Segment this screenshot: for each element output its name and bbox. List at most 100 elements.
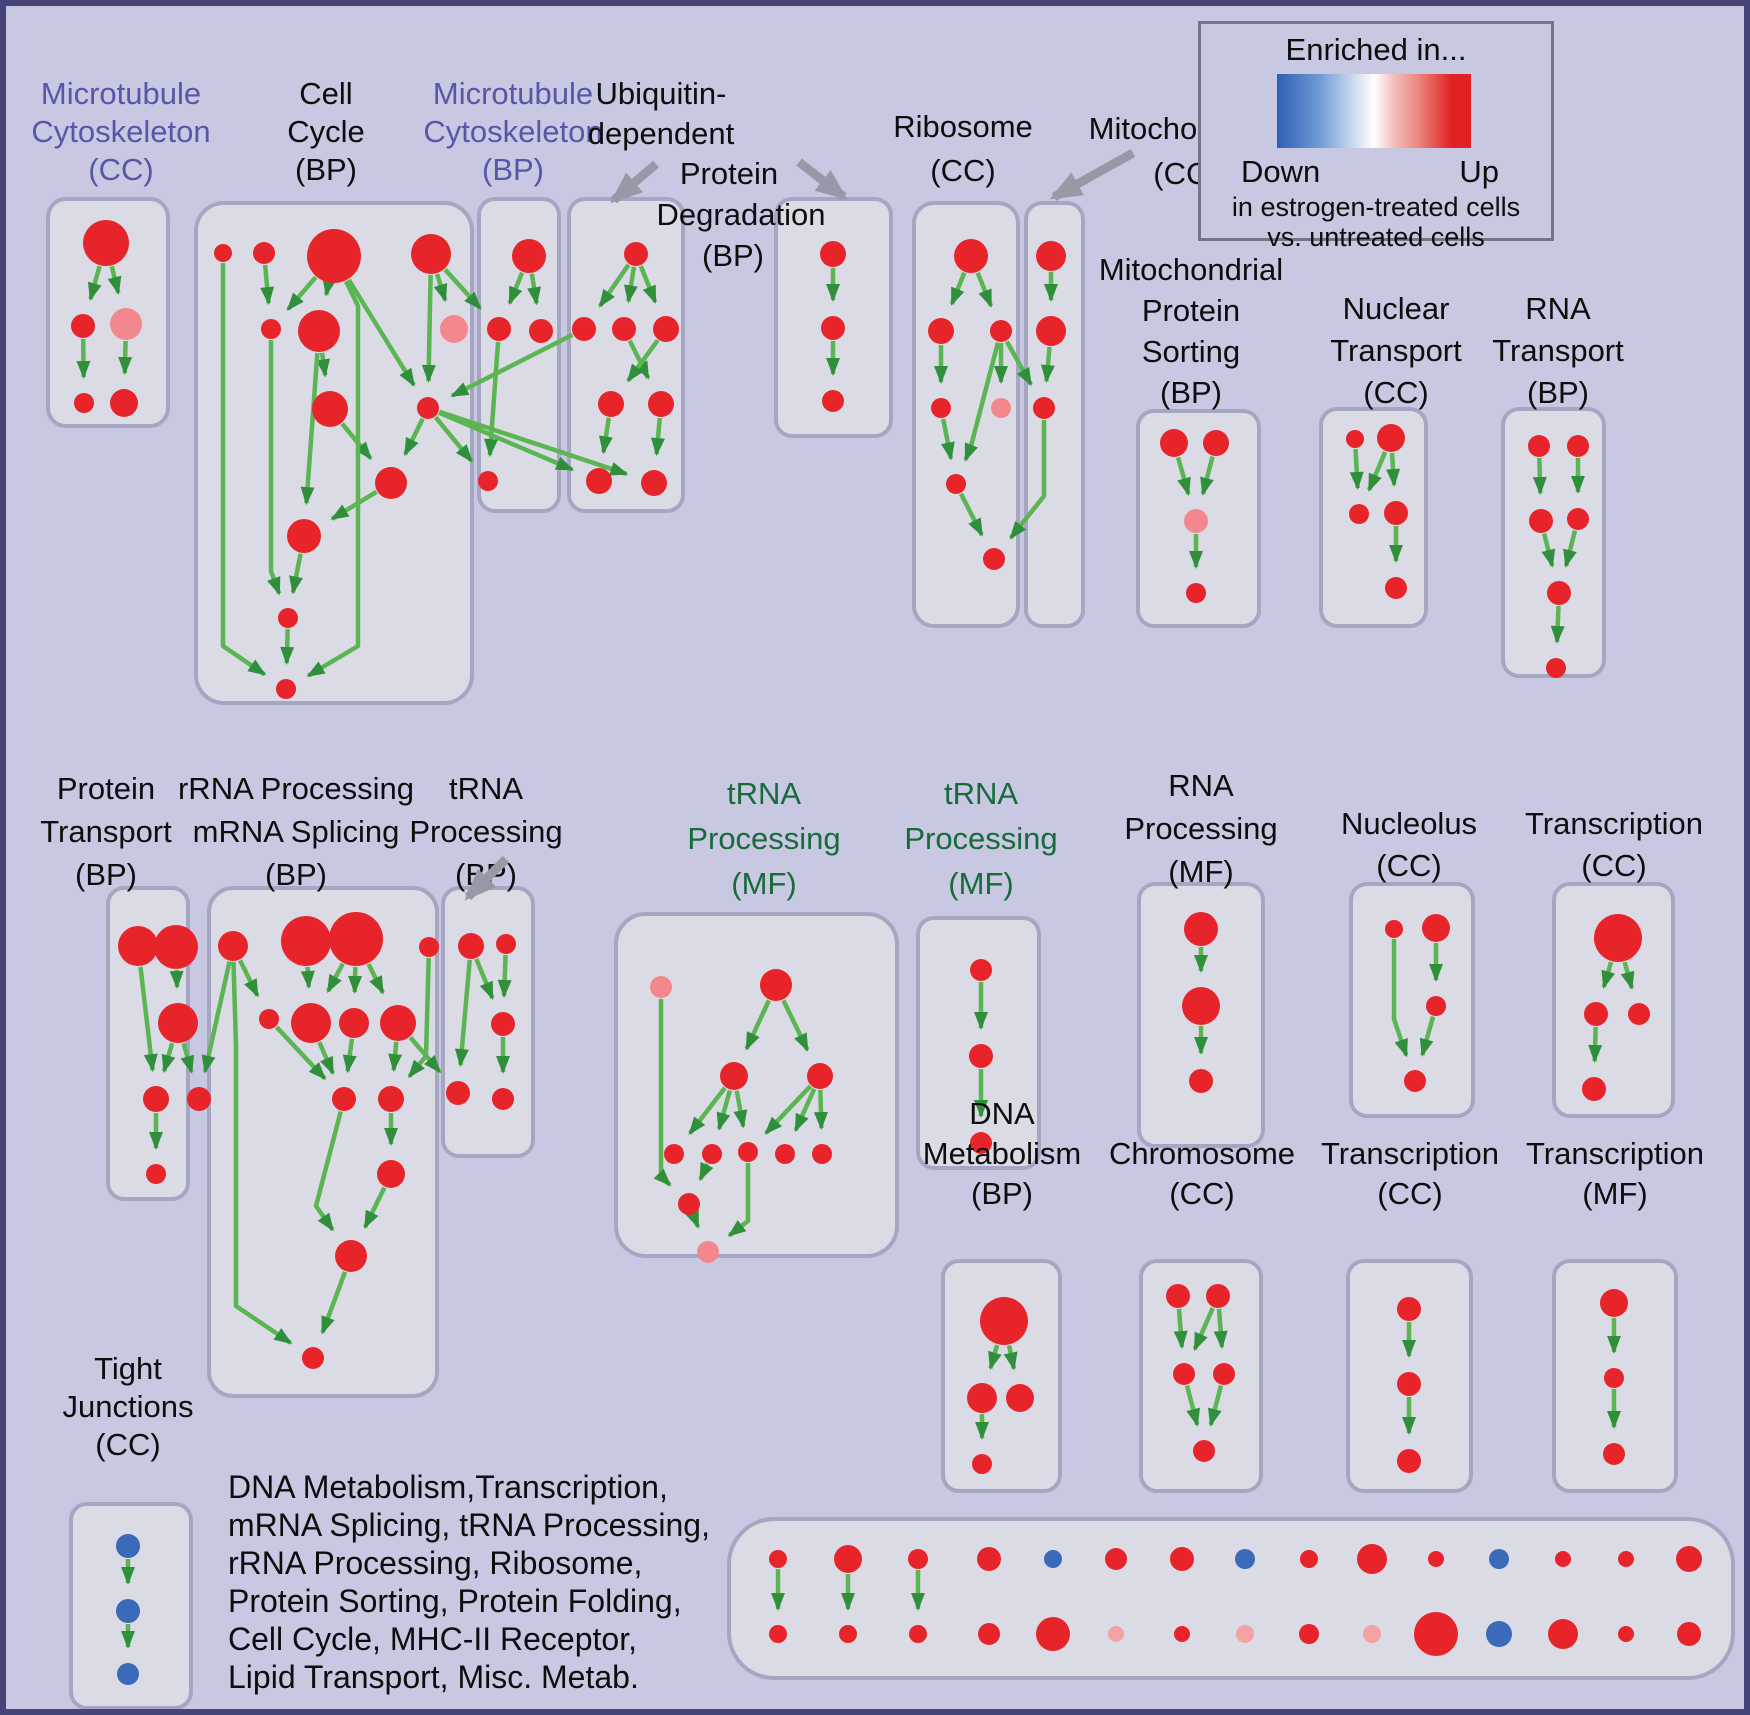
go-term-node-mt-cc-b [71, 314, 95, 338]
edge-ribosome-cc-big-ml [949, 271, 967, 306]
edge-cell-cycle-n3-n9 [346, 278, 416, 387]
cluster-box-nucleolus-cc [1349, 882, 1475, 1118]
go-term-node-rna-trans-bp-c [1547, 581, 1571, 605]
go-term-node-ubi-bp-r2b [612, 317, 636, 341]
go-term-node-ribosome-cc-ml [928, 318, 954, 344]
cluster-box-dna-met-bp [941, 1259, 1062, 1493]
go-term-node-prot-trans-bp-bl [143, 1086, 169, 1112]
edge-prot-trans-bp-tl-bl [138, 966, 158, 1073]
cluster-label-tight-junc-cc-line-2: (CC) [95, 1427, 160, 1462]
go-term-node-mito-cc-b [1036, 316, 1066, 346]
go-term-node-cell-cycle-n12 [278, 608, 298, 628]
cluster-label-ribosome-cc-line-1: (CC) [930, 153, 995, 188]
cluster-label-cell-cycle-line-0: Cell [299, 76, 352, 111]
go-term-node-nuc-trans-cc-tr [1377, 424, 1405, 452]
edge-rrna-bp-big-bt [320, 1271, 348, 1335]
go-term-node-rrna-bp-bt [302, 1347, 324, 1369]
edge-rna-trans-bp-c-b [1550, 605, 1565, 645]
cluster-box-trna-mf-1 [614, 912, 899, 1258]
go-term-node-trna-mf-1-pk [650, 976, 672, 998]
edge-rrna-bp-m2-b1 [317, 1041, 335, 1076]
go-term-node-trna-mf-1-b5 [812, 1144, 832, 1164]
edge-prot-trans-bp-m-bl [161, 1042, 176, 1074]
go-term-node-misc-t0 [769, 1550, 787, 1568]
edge-trna-mf-1-mr-b3 [764, 1084, 813, 1135]
go-term-node-trna-bp-t2 [496, 934, 516, 954]
go-term-node-mt-cc-c [110, 308, 142, 340]
go-term-node-misc-b12 [1548, 1619, 1578, 1649]
go-term-node-ubi2-bp-c [822, 390, 844, 412]
cluster-box-trans-cc-mid [1552, 882, 1675, 1118]
cluster-label-tight-junc-cc-line-1: Junctions [63, 1389, 194, 1424]
go-term-node-rna-proc-mf-c [1189, 1069, 1213, 1093]
cluster-label-mt-cc-line-2: (CC) [88, 152, 153, 187]
edge-rna-trans-bp-ml-c [1541, 533, 1556, 568]
go-term-node-cell-cycle-n10 [375, 467, 407, 499]
go-term-node-misc-t12 [1555, 1551, 1571, 1567]
cluster-label-mt-bp-line-0: Microtubule [433, 76, 593, 111]
go-term-node-trna-mf-1-ml [720, 1062, 748, 1090]
cluster-box-mito-cc [1024, 201, 1085, 628]
cluster-label-rna-trans-bp-line-0: RNA [1525, 291, 1591, 326]
go-term-node-trna-bp-br [492, 1088, 514, 1110]
ubiquitin-left-pointer-icon [610, 160, 659, 204]
edge-cross-rrna-bp-tl-prot-trans-bp-x [201, 961, 232, 1074]
go-term-node-mito-sort-bp-tl [1160, 429, 1188, 457]
go-term-node-mt-cc-a [83, 220, 129, 266]
edge-mito-cc-b-c [1040, 346, 1055, 384]
go-term-node-cell-cycle-n8 [312, 391, 348, 427]
edge-rrna-bp-t3-m3 [348, 966, 363, 995]
go-term-node-trans-cc-mid-ml [1584, 1002, 1608, 1026]
cluster-label-tight-junc-cc-line-0: Tight [94, 1351, 162, 1386]
edge-trna-mf-1-x-pkb [685, 1209, 701, 1229]
edge-trans-cc-mid-big-mr [1620, 961, 1635, 990]
cluster-label-mito-sort-bp-line-2: Sorting [1142, 334, 1240, 369]
go-term-node-mito-sort-bp-tr [1203, 430, 1229, 456]
edge-mito-sort-bp-tl-pk [1175, 456, 1191, 496]
go-term-node-trna-bp-t1 [458, 933, 484, 959]
legend-box: Enriched in... Down Up in estrogen-treat… [1198, 21, 1554, 252]
edge-trna-bp-t1-m [474, 958, 495, 1000]
cluster-label-chromosome-cc-line-0: Chromosome [1109, 1136, 1295, 1171]
cluster-label-nucleolus-cc-line-1: (CC) [1376, 848, 1441, 883]
go-term-node-trna-mf-1-b3 [738, 1142, 758, 1162]
network-diagram: MicrotubuleCytoskeleton(CC)CellCycle(BP)… [31, 76, 1735, 1709]
edge-trna-mf-1-pk-x [653, 999, 672, 1187]
edge-trans-cc-mid-ml-b [1588, 1026, 1603, 1064]
edge-mito-sort-bp-tr-pk [1200, 456, 1215, 496]
go-term-node-ubi-bp-ba [586, 468, 612, 494]
go-term-node-trans-cc-bot-c [1397, 1449, 1421, 1473]
ubiquitin-right-pointer-icon [796, 158, 848, 201]
cluster-box-trna-mf-2 [916, 916, 1041, 1170]
go-term-node-cell-cycle-n2 [253, 242, 275, 264]
go-term-node-ubi-bp-t [624, 242, 648, 266]
go-term-node-misc-t10 [1428, 1551, 1444, 1567]
edge-rrna-bp-m3-b1 [342, 1038, 357, 1074]
edge-nuc-trans-cc-tr-mr [1386, 452, 1401, 488]
go-term-node-rna-proc-mf-a [1184, 912, 1218, 946]
edge-cross-ubi-bp-r2a-cell-cycle-n9 [450, 332, 574, 398]
go-term-node-ubi-bp-r3b [648, 391, 674, 417]
edge-rrna-bp-tl-s1 [238, 959, 260, 998]
go-term-node-trans-cc-mid-big [1594, 914, 1642, 962]
go-term-node-misc-b3 [978, 1623, 1000, 1645]
cluster-label-trna-mf-2-line-0: tRNA [944, 776, 1018, 811]
go-term-node-trna-mf-1-x [678, 1193, 700, 1215]
edge-trna-mf-1-big-mr [781, 999, 810, 1052]
edge-rrna-bp-s1-b1 [274, 1025, 327, 1081]
go-term-node-mito-cc-a [1036, 241, 1066, 271]
edge-trna-mf-1-b2-x [698, 1162, 714, 1182]
misc-cluster-caption: DNA Metabolism,Transcription, mRNA Splic… [228, 1468, 710, 1696]
go-term-node-misc-b4 [1036, 1617, 1070, 1651]
cluster-label-trans-mf-line-1: (MF) [1582, 1176, 1647, 1211]
go-term-node-misc-b8 [1299, 1624, 1319, 1644]
caption-line: Cell Cycle, MHC-II Receptor, [228, 1621, 637, 1657]
go-term-node-cell-cycle-n3 [307, 229, 361, 283]
cluster-label-ubi-bp-line-0: Ubiquitin- [596, 76, 727, 111]
go-term-node-ubi-bp-bb [641, 470, 667, 496]
go-term-node-misc-t13 [1618, 1551, 1634, 1567]
edge-rna-trans-bp-tl-ml [1532, 457, 1547, 496]
go-term-node-misc-b1 [839, 1625, 857, 1643]
edge-cross-cell-cycle-n9-mt-bp-b [433, 415, 474, 463]
